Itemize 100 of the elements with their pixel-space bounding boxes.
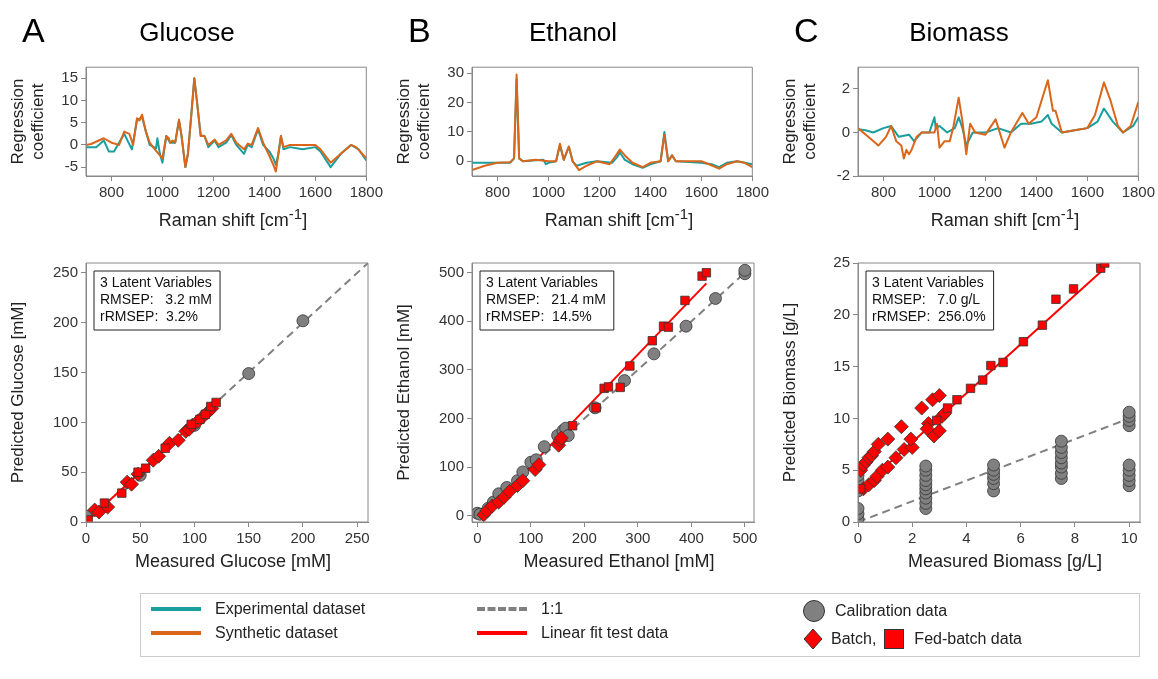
x-tick-label: 1400 [1019, 183, 1054, 201]
x-tick-label: 6 [1016, 529, 1025, 547]
x-tick-label: 1400 [633, 183, 668, 201]
x-tick-label: 300 [625, 529, 651, 547]
x-tick-label: 1200 [968, 183, 1003, 201]
x-tick-label: 1800 [349, 183, 383, 201]
y-tick-label: 200 [52, 312, 78, 330]
y-tick-label: 10 [61, 90, 78, 108]
y-tick-label: 100 [438, 457, 464, 475]
y-tick-label: 100 [52, 412, 78, 430]
annotation: rRMSEP: 14.5% [486, 307, 592, 324]
annotation: 3 Latent Variables [872, 273, 984, 290]
annotation: 3 Latent Variables [100, 273, 212, 290]
y-tick-label: -2 [836, 166, 850, 184]
x-axis-title: Raman shift [cm$^{-1}$] [157, 205, 309, 231]
text: C [794, 11, 819, 50]
x-tick-label: 50 [131, 529, 149, 547]
y-tick-label: 50 [61, 462, 78, 480]
y-tick-label: 0 [69, 135, 78, 153]
x-tick-label: 1000 [145, 183, 180, 201]
x-axis-title: Measured Ethanol [mM] [522, 551, 716, 573]
x-tick-label: 0 [853, 529, 863, 547]
y-tick-label: 30 [447, 63, 464, 81]
y-tick-label: 0 [841, 512, 850, 530]
y-tick-label: 5 [841, 460, 850, 478]
y-tick-label: 25 [833, 253, 850, 271]
x-tick-label: 0 [473, 529, 482, 547]
y-tick-label: -5 [64, 157, 78, 175]
x-tick-label: 150 [236, 529, 262, 547]
x-axis-title: Measured Biomass [g/L] [906, 551, 1104, 573]
legend-label: Experimental dataset [215, 600, 366, 618]
x-tick-label: 200 [290, 529, 316, 547]
y-axis-title: Regression coefficient [779, 78, 820, 165]
x-tick-label: 1800 [735, 183, 769, 201]
x-tick-label: 100 [518, 529, 544, 547]
y-tick-label: 400 [438, 311, 464, 329]
annotation: RMSEP: 3.2 mM [100, 290, 213, 307]
x-tick-label: 1400 [247, 183, 282, 201]
y-tick-label: 2 [841, 79, 850, 97]
x-tick-label: 1200 [196, 183, 231, 201]
text: B [408, 11, 431, 50]
annotation: RMSEP: 7.0 g/L [872, 290, 981, 307]
y-tick-label: 15 [61, 68, 78, 86]
y-tick-label: 15 [833, 356, 850, 374]
annotation: RMSEP: 21.4 mM [486, 290, 606, 307]
x-tick-label: 1800 [1121, 183, 1155, 201]
x-tick-label: 1000 [531, 183, 566, 201]
y-tick-label: 0 [69, 512, 78, 530]
x-tick-label: 10 [1120, 529, 1138, 547]
y-tick-label: 0 [455, 505, 464, 523]
x-tick-label: 4 [962, 529, 971, 547]
x-tick-label: 500 [732, 529, 758, 547]
chart-title: Biomass [909, 16, 1009, 47]
legend-label: Fed-batch data [914, 630, 1022, 648]
chart-title: Glucose [139, 16, 235, 47]
x-tick-label: 400 [678, 529, 704, 547]
y-tick-label: 10 [833, 408, 850, 426]
y-axis-title: Predicted Biomass [g/L] [779, 302, 799, 483]
x-axis-title: Raman shift [cm$^{-1}$] [543, 205, 695, 231]
x-tick-label: 1200 [582, 183, 617, 201]
x-tick-label: 800 [484, 183, 510, 201]
y-tick-label: 300 [438, 360, 464, 378]
y-tick-label: 5 [69, 112, 78, 130]
legend-label: 1:1 [541, 600, 564, 618]
y-tick-label: 0 [841, 122, 850, 140]
chart-title: Ethanol [528, 16, 618, 47]
annotation: 3 Latent Variables [486, 273, 598, 290]
y-tick-label: 20 [833, 304, 850, 322]
legend-label: Batch, [831, 630, 877, 648]
x-tick-label: 1000 [917, 183, 952, 201]
y-tick-label: 150 [52, 362, 78, 380]
legend-label: Synthetic dataset [215, 624, 338, 642]
annotation: rRMSEP: 3.2% [100, 307, 199, 324]
annotation: rRMSEP: 256.0% [872, 307, 986, 324]
x-tick-label: 8 [1070, 529, 1080, 547]
x-tick-label: 100 [181, 529, 207, 547]
y-tick-label: 20 [447, 92, 464, 110]
x-tick-label: 1600 [1070, 183, 1105, 201]
y-tick-label: 10 [447, 122, 464, 140]
y-axis-title: Predicted Glucose [mM] [7, 301, 27, 484]
x-tick-label: 0 [81, 529, 91, 547]
y-tick-label: 500 [438, 262, 464, 280]
legend-label: Calibration data [835, 602, 948, 620]
x-tick-label: 1600 [298, 183, 333, 201]
x-axis-title: Measured Glucose [mM] [133, 551, 333, 573]
x-tick-label: 2 [908, 529, 917, 547]
y-axis-title: Predicted Ethanol [mM] [393, 304, 413, 481]
y-tick-label: 250 [52, 263, 78, 281]
x-axis-title: Raman shift [cm$^{-1}$] [929, 205, 1081, 231]
x-tick-label: 200 [571, 529, 597, 547]
x-tick-label: 800 [870, 183, 896, 201]
y-axis-title: Regression coefficient [393, 78, 434, 165]
y-axis-title: Regression coefficient [7, 78, 48, 165]
x-tick-label: 1600 [684, 183, 719, 201]
text: A [22, 11, 45, 50]
x-tick-label: 800 [98, 183, 124, 201]
y-tick-label: 200 [438, 408, 464, 426]
x-tick-label: 250 [344, 529, 370, 547]
y-tick-label: 0 [455, 151, 464, 169]
legend-label: Linear fit test data [541, 624, 669, 642]
